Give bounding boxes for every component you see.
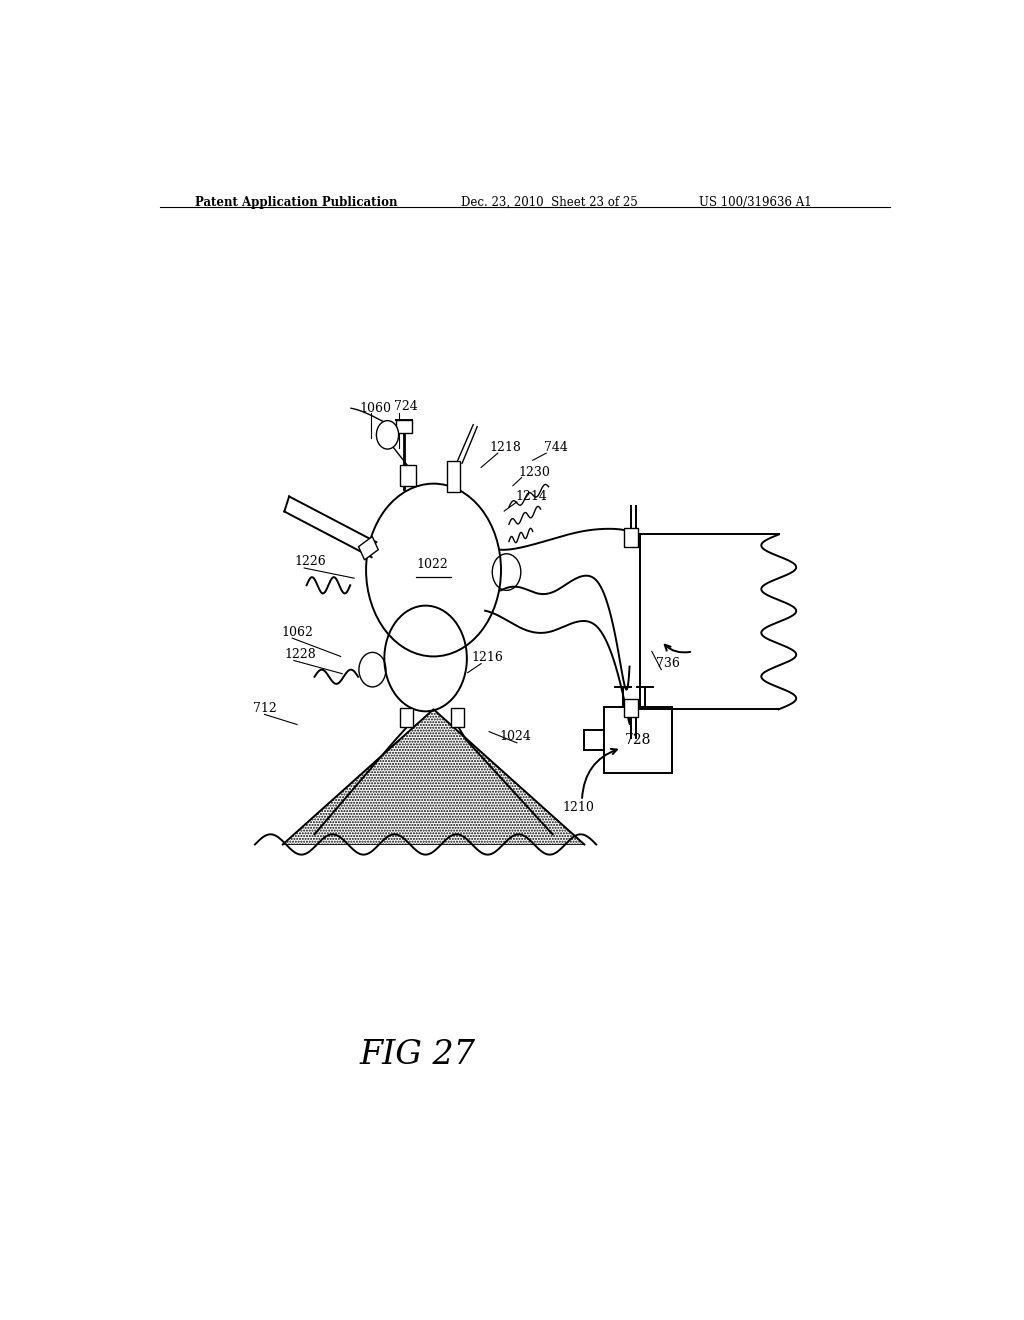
Circle shape [377, 421, 398, 449]
Bar [400, 709, 413, 726]
Text: 1214: 1214 [515, 490, 547, 503]
Text: 1226: 1226 [295, 554, 327, 568]
Text: 1062: 1062 [282, 626, 313, 639]
Bar [447, 461, 460, 492]
Text: 728: 728 [625, 734, 651, 747]
Text: 744: 744 [544, 441, 567, 454]
Text: Dec. 23, 2010  Sheet 23 of 25: Dec. 23, 2010 Sheet 23 of 25 [461, 195, 638, 209]
Bar [400, 466, 416, 486]
Text: Patent Application Publication: Patent Application Publication [196, 195, 398, 209]
Bar [604, 708, 672, 774]
Text: 1022: 1022 [416, 558, 447, 572]
Bar [396, 420, 412, 433]
Bar [624, 700, 638, 718]
Text: 1024: 1024 [500, 730, 531, 743]
Text: 1230: 1230 [518, 466, 550, 479]
Text: 1216: 1216 [472, 651, 504, 664]
Text: 724: 724 [394, 400, 418, 413]
Text: FIG 27: FIG 27 [359, 1039, 476, 1071]
Text: 1060: 1060 [359, 403, 392, 416]
Text: US 100/319636 A1: US 100/319636 A1 [699, 195, 812, 209]
Text: 1228: 1228 [285, 648, 316, 661]
Text: 1210: 1210 [563, 801, 595, 814]
Text: 736: 736 [655, 656, 680, 669]
Text: 712: 712 [253, 702, 278, 715]
Bar [451, 709, 464, 726]
Text: 1218: 1218 [489, 441, 521, 454]
Bar [624, 528, 638, 546]
Bar [358, 536, 378, 560]
